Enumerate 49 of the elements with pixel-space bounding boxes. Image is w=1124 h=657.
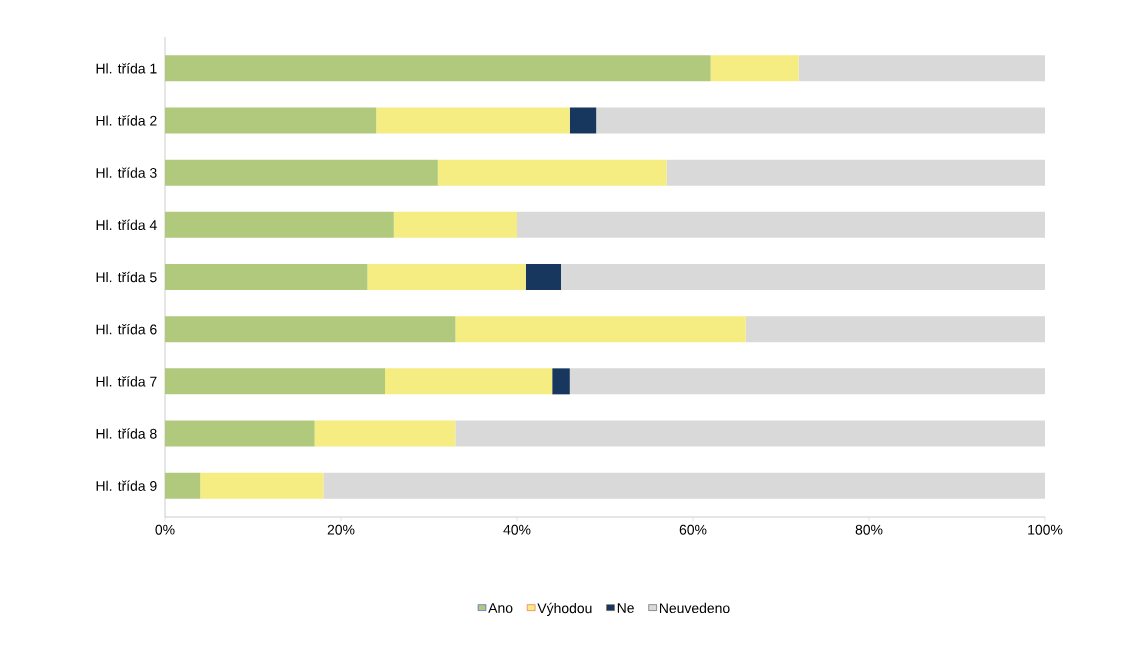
bar [165, 159, 438, 186]
x-tick-label: 0% [155, 524, 175, 535]
bar [525, 264, 561, 291]
y-tick-label: Hl. třída 7 [96, 376, 157, 387]
bar [455, 420, 1046, 447]
bar [165, 472, 201, 499]
y-tick-label: Hl. třída 6 [96, 323, 157, 335]
legend-label: Ano [488, 603, 513, 613]
bar [165, 420, 315, 447]
bar [569, 107, 597, 134]
x-tick-label: 60% [679, 524, 707, 535]
x-tick-label: 80% [855, 524, 883, 535]
y-tick-label: Hl. třída 5 [96, 271, 157, 283]
bar [165, 211, 394, 238]
bar [798, 55, 1046, 82]
bar [314, 420, 456, 447]
y-tick-label: Hl. třída 3 [96, 167, 157, 178]
bar [455, 316, 746, 343]
bar [385, 368, 553, 395]
bar [745, 316, 1046, 343]
legend-label: Výhodou [537, 602, 592, 616]
y-tick-label: Hl. třída 1 [96, 63, 157, 74]
legend-label: Neuvedeno [659, 602, 730, 614]
bar [165, 264, 368, 291]
bar [165, 107, 377, 134]
x-tick-label: 20% [327, 524, 355, 535]
bar [561, 264, 1046, 291]
bar [165, 316, 456, 343]
bar [200, 472, 324, 499]
y-tick-label: Hl. třída 9 [96, 480, 157, 491]
bar [437, 159, 667, 186]
bar [517, 211, 1046, 238]
bar [393, 211, 517, 238]
bar [376, 107, 570, 134]
x-tick-label: 100% [1028, 524, 1063, 535]
bar [666, 159, 1046, 186]
bar [323, 472, 1046, 499]
y-tick-label: Hl. třída 2 [96, 115, 157, 126]
y-tick-label: Hl. třída 4 [96, 219, 157, 231]
legend-label: Ne [617, 603, 634, 613]
bar [596, 107, 1046, 134]
bar [367, 264, 526, 291]
bar [552, 368, 570, 395]
bar [165, 368, 385, 395]
x-tick-label: 40% [503, 524, 531, 535]
y-tick-label: Hl. třída 8 [96, 428, 157, 439]
bar [569, 368, 1046, 395]
bar [710, 55, 799, 82]
bar [165, 55, 711, 82]
